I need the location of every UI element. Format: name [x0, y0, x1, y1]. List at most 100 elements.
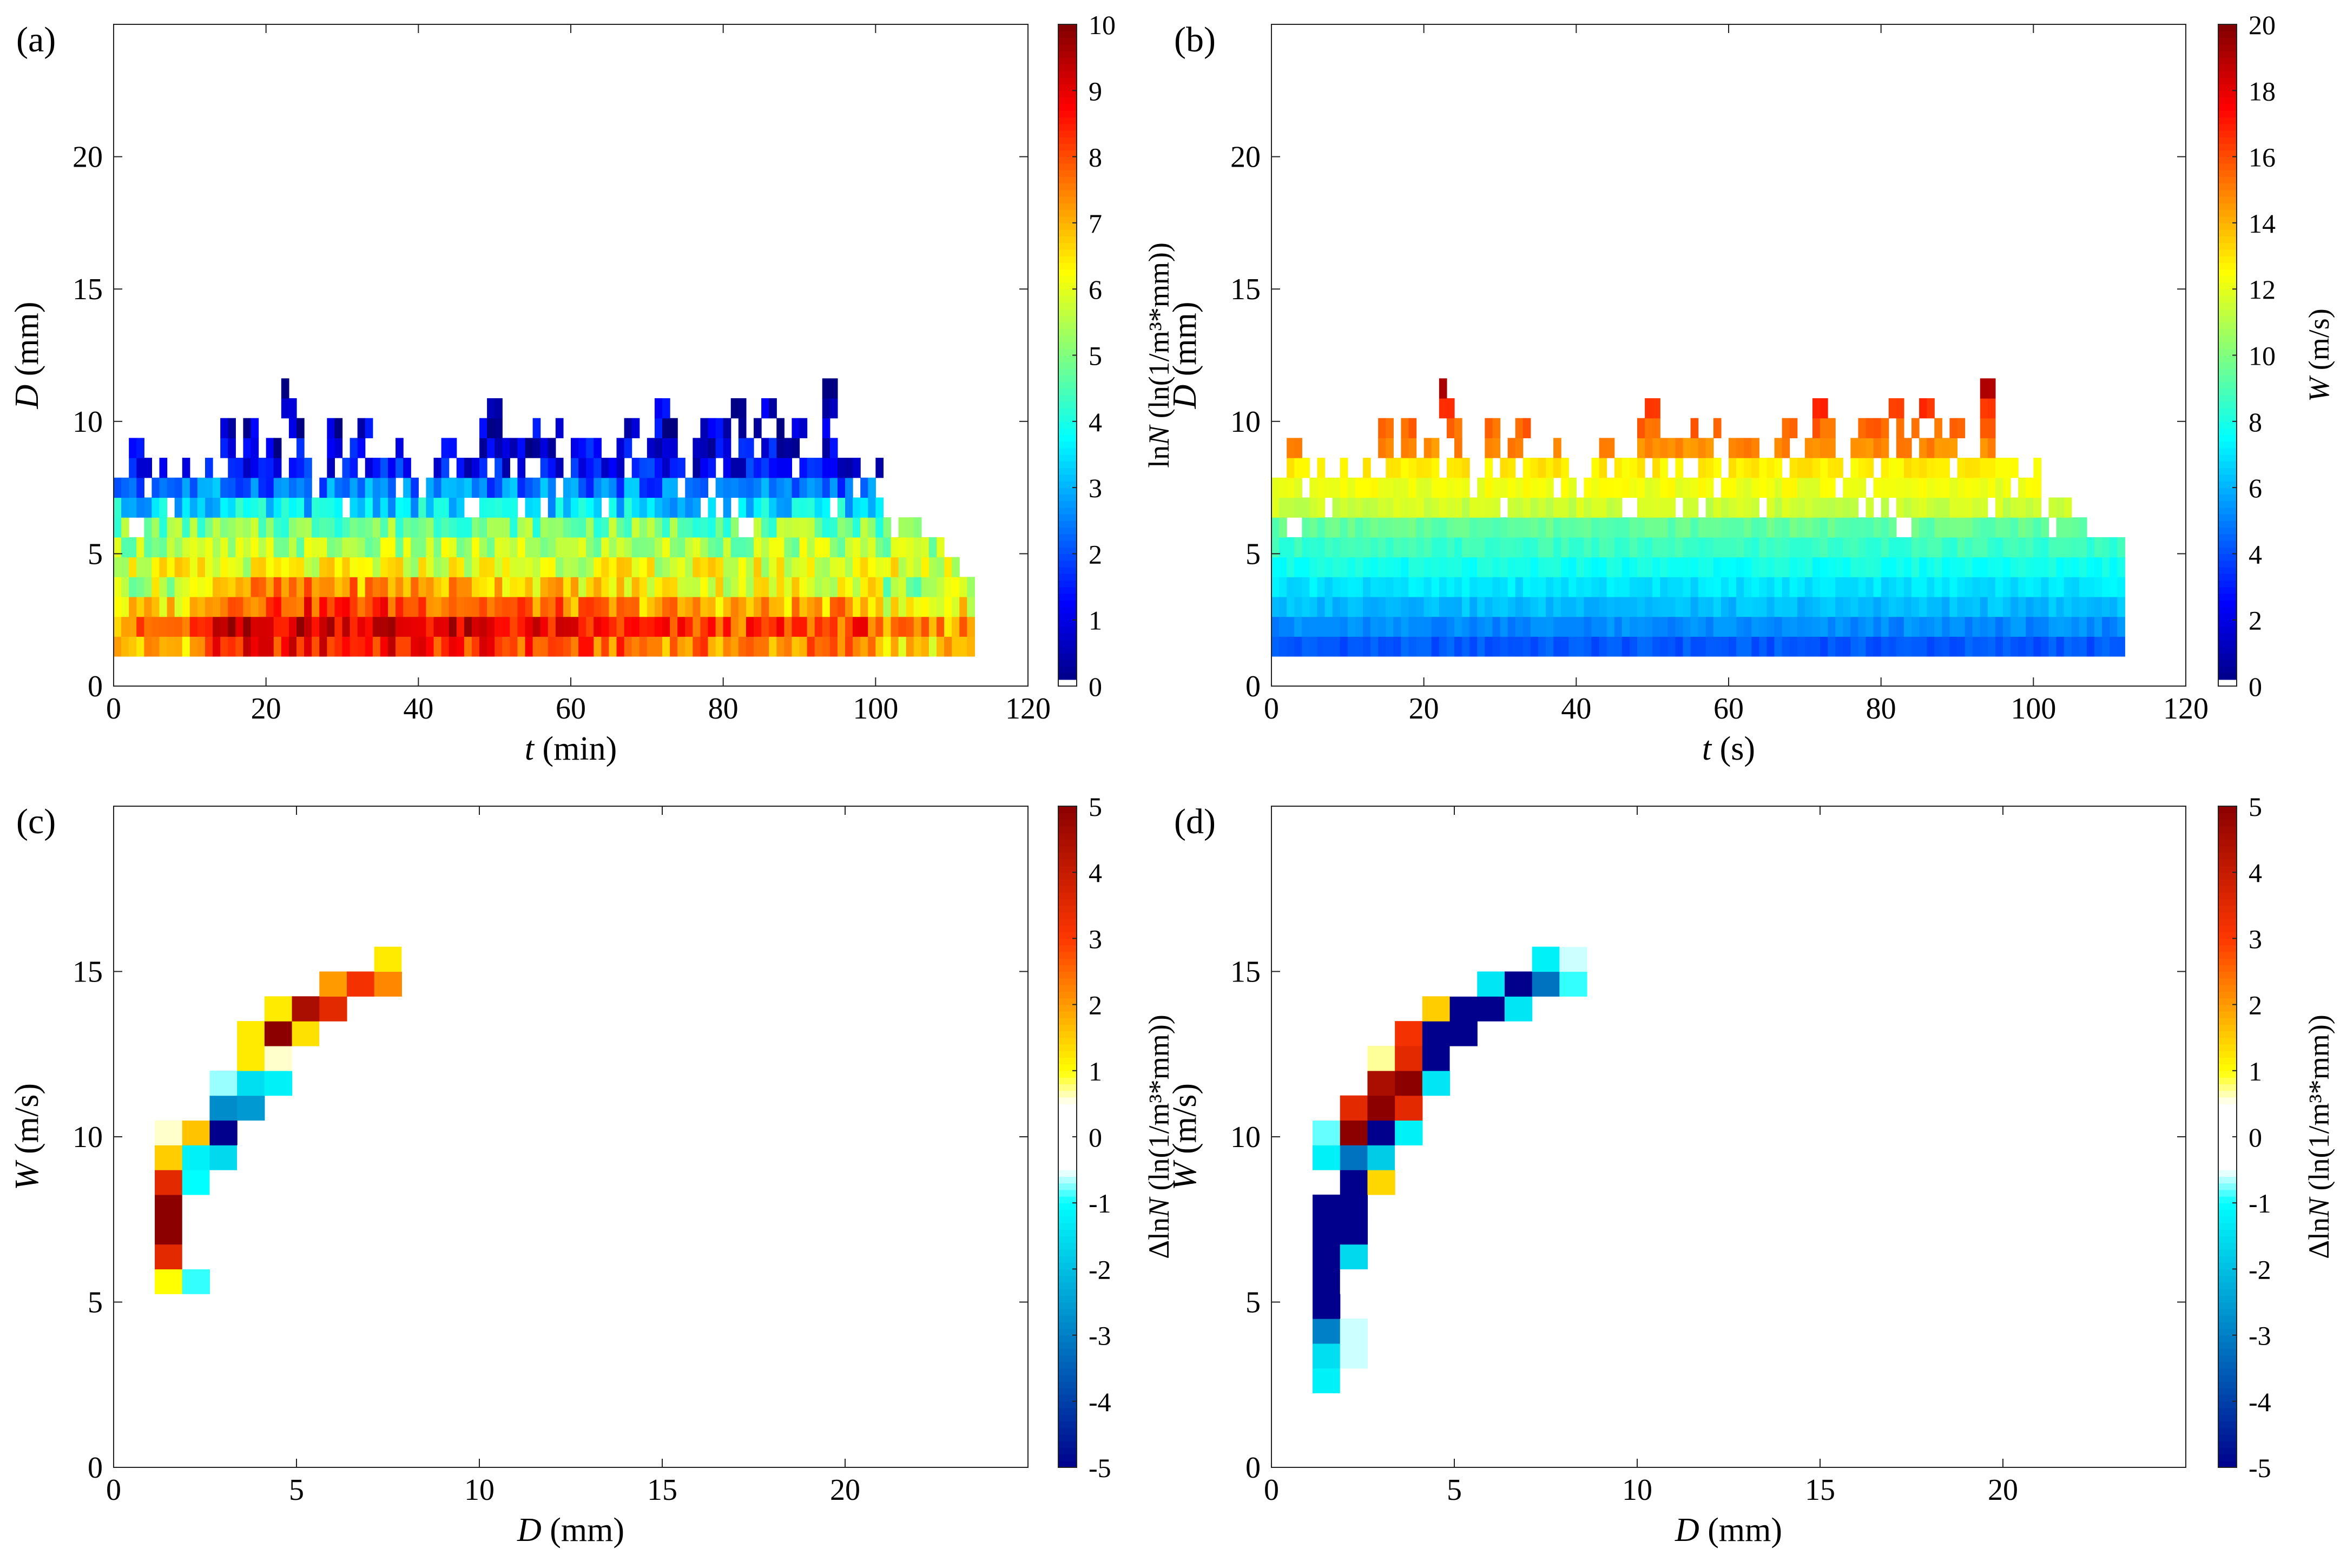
- heatmap-cell: [860, 537, 868, 558]
- heatmap-cell: [586, 616, 594, 637]
- heatmap-cell: [2003, 596, 2011, 617]
- heatmap-cell: [1705, 517, 1714, 538]
- heatmap-cell: [1896, 616, 1904, 637]
- heatmap-cell: [540, 636, 549, 657]
- colorbar-swatch: [2218, 50, 2237, 58]
- heatmap-cell: [1736, 517, 1744, 538]
- heatmap-cell: [875, 577, 884, 597]
- x-tick-label: 0: [106, 1473, 121, 1507]
- heatmap-cell: [266, 636, 274, 657]
- heatmap-cell: [776, 596, 785, 617]
- x-tick-label: 15: [647, 1473, 677, 1507]
- heatmap-cell: [479, 616, 487, 637]
- heatmap-cell: [1995, 497, 2003, 518]
- heatmap-cell: [1766, 458, 1775, 478]
- heatmap-cell: [2110, 557, 2118, 577]
- heatmap-cell: [1881, 537, 1889, 558]
- heatmap-cell: [891, 557, 899, 577]
- heatmap-cell: [334, 477, 343, 498]
- heatmap-cell: [898, 537, 907, 558]
- heatmap-cell: [136, 438, 144, 458]
- heatmap-cell: [1576, 636, 1585, 657]
- heatmap-cell: [510, 497, 518, 518]
- heatmap-cell: [1393, 596, 1402, 617]
- heatmap-cell: [159, 477, 168, 498]
- heatmap-cell: [1313, 1120, 1341, 1145]
- heatmap-cell: [235, 458, 244, 478]
- heatmap-cell: [1927, 577, 1935, 597]
- heatmap-cell: [761, 557, 769, 577]
- heatmap-cell: [1949, 537, 1958, 558]
- heatmap-cell: [205, 517, 213, 538]
- heatmap-cell: [1782, 517, 1790, 538]
- heatmap-cell: [237, 1021, 265, 1046]
- heatmap-cell: [296, 616, 305, 637]
- heatmap-cell: [1324, 477, 1333, 498]
- heatmap-cell: [578, 537, 586, 558]
- heatmap-cell: [1538, 517, 1546, 538]
- heatmap-cell: [1599, 616, 1607, 637]
- colorbar-swatch: [2218, 163, 2237, 170]
- colorbar-swatch: [1058, 998, 1077, 1005]
- heatmap-cell: [1530, 616, 1539, 637]
- heatmap-cell: [2071, 596, 2080, 617]
- heatmap-cell: [1843, 557, 1851, 577]
- heatmap-cell: [746, 596, 754, 617]
- heatmap-cell: [1546, 517, 1554, 538]
- colorbar-swatch: [1058, 322, 1077, 330]
- heatmap-cell: [1313, 1145, 1341, 1170]
- colorbar-swatch: [1058, 646, 1077, 654]
- heatmap-cell: [136, 577, 144, 597]
- heatmap-cell: [380, 517, 388, 538]
- heatmap-cell: [1477, 477, 1485, 498]
- y-tick-label: 10: [72, 1121, 103, 1154]
- heatmap-cell: [1804, 458, 1813, 478]
- heatmap-cell: [1789, 557, 1798, 577]
- heatmap-cell: [1705, 438, 1714, 458]
- heatmap-cell: [1546, 577, 1554, 597]
- heatmap-cell: [1957, 616, 1966, 637]
- heatmap-cell: [1820, 398, 1828, 419]
- colorbar-tick-label: 0: [2249, 671, 2262, 702]
- heatmap-cell: [510, 517, 518, 538]
- heatmap-cell: [723, 458, 731, 478]
- heatmap-cell: [1705, 596, 1714, 617]
- colorbar-swatch: [2218, 1123, 2237, 1131]
- heatmap-cell: [829, 577, 838, 597]
- heatmap-cell: [129, 596, 137, 617]
- heatmap-cell: [1500, 636, 1508, 657]
- heatmap-cell: [1888, 596, 1897, 617]
- heatmap-cell: [1584, 557, 1592, 577]
- heatmap-cell: [921, 616, 930, 637]
- heatmap-cell: [601, 616, 610, 637]
- heatmap-cell: [114, 497, 122, 518]
- heatmap-cell: [1782, 557, 1790, 577]
- heatmap-cell: [594, 477, 602, 498]
- heatmap-cell: [685, 636, 693, 657]
- heatmap-cell: [1347, 616, 1356, 637]
- colorbar-swatch: [1058, 574, 1077, 581]
- heatmap-cell: [380, 596, 388, 617]
- heatmap-cell: [1919, 458, 1927, 478]
- heatmap-cell: [2110, 577, 2118, 597]
- heatmap-cell: [350, 458, 358, 478]
- heatmap-cell: [510, 577, 518, 597]
- colorbar-swatch: [2218, 533, 2237, 541]
- heatmap-cell: [471, 537, 480, 558]
- heatmap-cell: [2079, 577, 2087, 597]
- heatmap-cell: [875, 537, 884, 558]
- heatmap-cell: [1919, 517, 1927, 538]
- colorbar-swatch: [2218, 1308, 2237, 1316]
- heatmap-cell: [1774, 537, 1783, 558]
- heatmap-cell: [228, 557, 236, 577]
- heatmap-cell: [563, 537, 571, 558]
- heatmap-cell: [1911, 636, 1920, 657]
- heatmap-cell: [264, 996, 293, 1022]
- colorbar-swatch: [1058, 1262, 1077, 1270]
- heatmap-cell: [937, 537, 945, 558]
- heatmap-cell: [1485, 458, 1493, 478]
- heatmap-cell: [738, 636, 747, 657]
- heatmap-cell: [487, 438, 495, 458]
- colorbar-swatch: [2218, 256, 2237, 263]
- heatmap-cell: [205, 537, 213, 558]
